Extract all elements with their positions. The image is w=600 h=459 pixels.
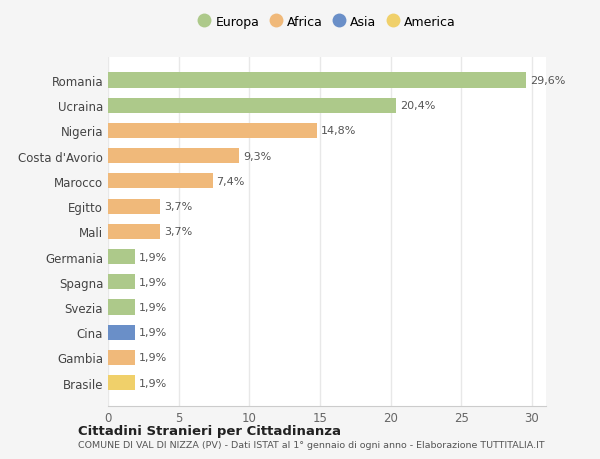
Bar xyxy=(108,149,239,164)
Text: 1,9%: 1,9% xyxy=(139,277,167,287)
Text: 7,4%: 7,4% xyxy=(216,176,244,186)
Text: 1,9%: 1,9% xyxy=(139,252,167,262)
Text: 3,7%: 3,7% xyxy=(164,202,192,212)
Bar xyxy=(108,224,160,239)
Text: 1,9%: 1,9% xyxy=(139,353,167,363)
Bar xyxy=(108,98,396,113)
Text: Cittadini Stranieri per Cittadinanza: Cittadini Stranieri per Cittadinanza xyxy=(78,424,341,437)
Bar xyxy=(108,274,135,290)
Text: 1,9%: 1,9% xyxy=(139,378,167,388)
Text: 1,9%: 1,9% xyxy=(139,302,167,312)
Text: 20,4%: 20,4% xyxy=(400,101,435,111)
Text: 29,6%: 29,6% xyxy=(530,76,565,86)
Bar xyxy=(108,199,160,214)
Legend: Europa, Africa, Asia, America: Europa, Africa, Asia, America xyxy=(193,11,461,34)
Bar xyxy=(108,174,212,189)
Text: 9,3%: 9,3% xyxy=(243,151,271,161)
Bar xyxy=(108,73,526,88)
Text: 14,8%: 14,8% xyxy=(320,126,356,136)
Text: COMUNE DI VAL DI NIZZA (PV) - Dati ISTAT al 1° gennaio di ogni anno - Elaborazio: COMUNE DI VAL DI NIZZA (PV) - Dati ISTAT… xyxy=(78,441,545,449)
Bar xyxy=(108,350,135,365)
Bar xyxy=(108,123,317,139)
Bar xyxy=(108,249,135,264)
Text: 3,7%: 3,7% xyxy=(164,227,192,237)
Bar xyxy=(108,325,135,340)
Text: 1,9%: 1,9% xyxy=(139,327,167,337)
Bar xyxy=(108,375,135,390)
Bar xyxy=(108,300,135,315)
